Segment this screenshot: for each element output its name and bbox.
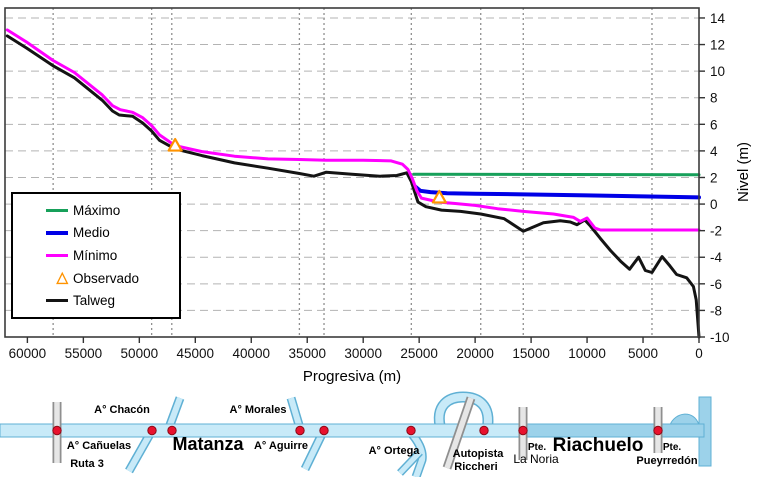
map-label-autopista-6: Autopista [453, 448, 505, 460]
legend-item-observado: △ Observado [13, 267, 179, 289]
y-tick-label--8: -8 [710, 303, 722, 318]
x-tick-label-10000: 10000 [568, 346, 606, 361]
series-line-m-nimo [5, 28, 701, 232]
chart-gridlines [5, 8, 699, 337]
y-tick-label--10: -10 [710, 330, 730, 345]
observado-marker-0 [167, 137, 183, 152]
map-label-riachuelo-10: Riachuelo [553, 435, 644, 456]
river-mouth-bend [669, 413, 700, 426]
series-line-m-ximo [412, 172, 701, 177]
river-schematic-map: A° Chacón A° Cañuelas Matanza A° Aguirre A° … [0, 391, 712, 477]
x-tick-label-20000: 20000 [456, 346, 494, 361]
map-label-pte-11: Pte. [663, 442, 682, 453]
series-line-talweg [5, 34, 701, 339]
map-label-riccheri-7: Riccheri [454, 461, 497, 473]
plot-frame [4, 7, 700, 338]
legend-item-minimo: Mínimo [13, 244, 179, 266]
riachuelo-meander-loop-channel [435, 392, 492, 432]
map-label-ruta-3-13: Ruta 3 [70, 458, 104, 470]
y-tick-label--4: -4 [710, 250, 722, 265]
legend-item-talweg: Talweg [13, 290, 179, 312]
map-label-pte-8: Pte. [528, 442, 547, 453]
map-label-a-morales-4: A° Morales [230, 404, 287, 416]
y-tick-label-10: 10 [710, 64, 725, 79]
arroyo-chacon-channel [167, 396, 183, 427]
y-tick-label-14: 14 [710, 11, 726, 26]
station-dot-2 [167, 425, 177, 436]
legend-swatch-maximo-line [46, 208, 68, 212]
map-label-matanza-2: Matanza [172, 434, 244, 454]
arroyo-canuelas-channel [126, 432, 153, 473]
station-dot-1 [147, 425, 157, 436]
legend-label-talweg: Talweg [73, 293, 116, 309]
y-tick-label-2: 2 [710, 170, 718, 185]
x-axis-title: Progresiva (m) [303, 368, 401, 385]
legend-swatch-observado-triangle-icon: △ [56, 269, 68, 287]
chart-axes: 60000 55000 50000 45000 40000 35000 30000 25000… [9, 11, 752, 385]
legend-swatch-talweg-line [46, 299, 68, 303]
legend-label-medio: Medio [73, 225, 110, 241]
y-tick-label-8: 8 [710, 91, 718, 106]
y-tick-label-4: 4 [710, 144, 718, 159]
x-tick-label-15000: 15000 [512, 346, 550, 361]
chart-series [5, 28, 701, 339]
x-tick-label-50000: 50000 [121, 346, 159, 361]
legend-item-maximo: Máximo [13, 199, 179, 221]
station-dot-3 [295, 425, 305, 436]
observado-marker-1 [431, 189, 447, 204]
legend-label-minimo: Mínimo [73, 247, 118, 263]
map-label-a-ortega-5: A° Ortega [369, 445, 421, 457]
legend-item-medio: Medio [13, 222, 179, 244]
x-tick-label-55000: 55000 [65, 346, 103, 361]
y-axis-title: Nivel (m) [735, 142, 752, 202]
road-autopista-riccheri [444, 397, 474, 469]
x-tick-label-35000: 35000 [288, 346, 326, 361]
station-dot-8 [653, 425, 663, 436]
x-tick-label-40000: 40000 [232, 346, 270, 361]
series-line-medio [412, 184, 701, 200]
x-tick-label-60000: 60000 [9, 346, 47, 361]
arroyo-aguirre-channel [302, 432, 325, 471]
map-label-pueyrred-n-12: Pueyrredón [636, 455, 697, 467]
y-tick-label--6: -6 [710, 277, 722, 292]
legend-label-maximo: Máximo [73, 202, 121, 218]
arroyo-morales-channel [288, 397, 302, 426]
map-label-a-chac-n-0: A° Chacón [94, 404, 150, 416]
y-tick-label--2: -2 [710, 224, 722, 239]
x-tick-label-45000: 45000 [177, 346, 215, 361]
y-tick-label-0: 0 [710, 197, 718, 212]
y-tick-label-6: 6 [710, 117, 718, 132]
legend-swatch-minimo-line [46, 253, 68, 257]
y-tick-label-12: 12 [710, 38, 725, 53]
x-tick-label-30000: 30000 [344, 346, 382, 361]
legend-swatch-medio-line [46, 230, 68, 235]
legend-label-observado: Observado [73, 270, 140, 286]
river-band-matanza [0, 423, 524, 438]
x-tick-label-0: 0 [695, 346, 703, 361]
map-label-a-ca-uelas-1: A° Cañuelas [67, 440, 131, 452]
station-dot-6 [479, 425, 489, 436]
station-dot-0 [52, 425, 62, 436]
x-tick-label-25000: 25000 [400, 346, 438, 361]
map-label-la-noria-9: La Noria [513, 452, 559, 466]
arroyo-ortega-branch-channel [398, 450, 422, 475]
station-dot-5 [406, 425, 416, 436]
x-tick-label-5000: 5000 [628, 346, 658, 361]
station-dot-7 [518, 425, 528, 436]
station-dot-4 [319, 425, 329, 436]
chart-legend: Máximo Medio Mínimo △ Observado Talweg [11, 192, 181, 319]
map-label-a-aguirre-3: A° Aguirre [254, 440, 308, 452]
